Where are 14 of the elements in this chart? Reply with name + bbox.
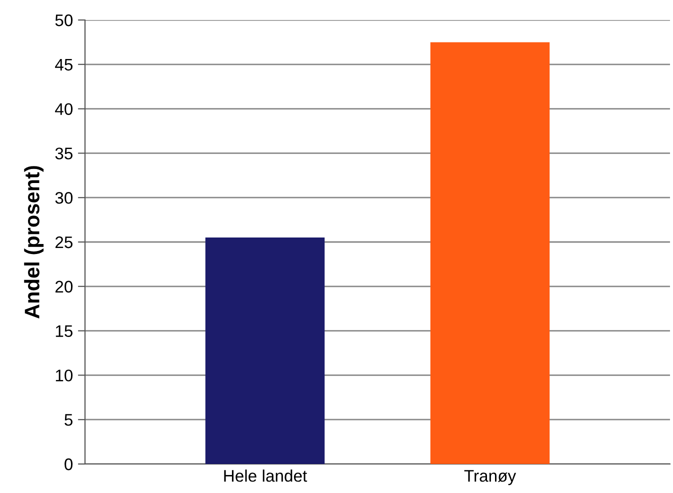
x-tick-label: Tranøy [464,470,516,486]
y-tick-label: 30 [55,192,73,204]
y-tick-label: 10 [56,370,73,382]
x-tick-label: Hele landet [224,470,308,482]
y-tick-label: 5 [64,414,72,426]
y-tick-label: 15 [56,325,72,338]
y-axis-title: Andel (prosent) [24,166,44,318]
y-tick-label: 50 [55,14,73,26]
y-tick-label: 20 [55,280,73,293]
y-tick-label: 25 [55,236,72,248]
y-tick-label: 45 [55,58,72,71]
y-tick-label: 40 [55,103,73,116]
y-tick-label: 0 [64,458,73,470]
y-tick-label: 35 [55,148,72,160]
